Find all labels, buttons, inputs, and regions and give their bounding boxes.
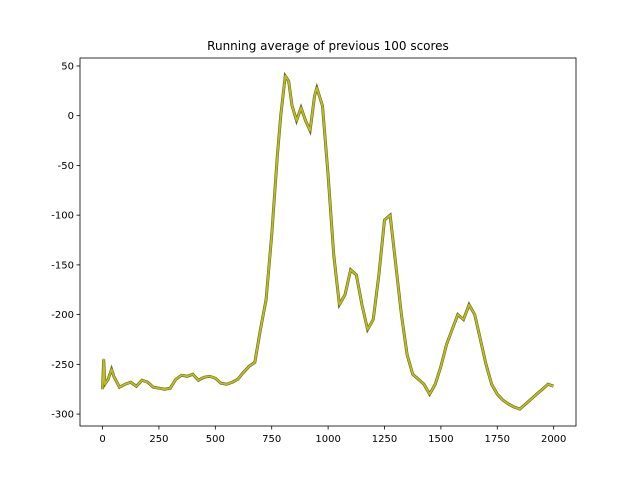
x-tick-label: 1000 — [315, 434, 340, 445]
y-tick-label: -50 — [58, 161, 74, 172]
x-tick-label: 500 — [206, 434, 225, 445]
y-tick-label: -200 — [51, 310, 74, 321]
chart-title: Running average of previous 100 scores — [207, 39, 449, 53]
x-tick-label: 1500 — [428, 434, 453, 445]
x-tick-label: 2000 — [541, 434, 566, 445]
x-tick-label: 1250 — [372, 434, 397, 445]
x-tick-label: 1750 — [485, 434, 510, 445]
y-tick-label: -150 — [51, 260, 74, 271]
x-tick-label: 750 — [262, 434, 281, 445]
axes-frame — [79, 57, 577, 427]
y-tick-label: 50 — [61, 61, 74, 72]
y-tick-label: -100 — [51, 211, 74, 222]
x-tick-label: 0 — [99, 434, 105, 445]
y-tick-label: -250 — [51, 360, 74, 371]
y-tick-label: -300 — [51, 410, 74, 421]
data-line — [101, 75, 554, 410]
x-tick-label: 250 — [149, 434, 168, 445]
y-tick-label: 0 — [68, 111, 74, 122]
